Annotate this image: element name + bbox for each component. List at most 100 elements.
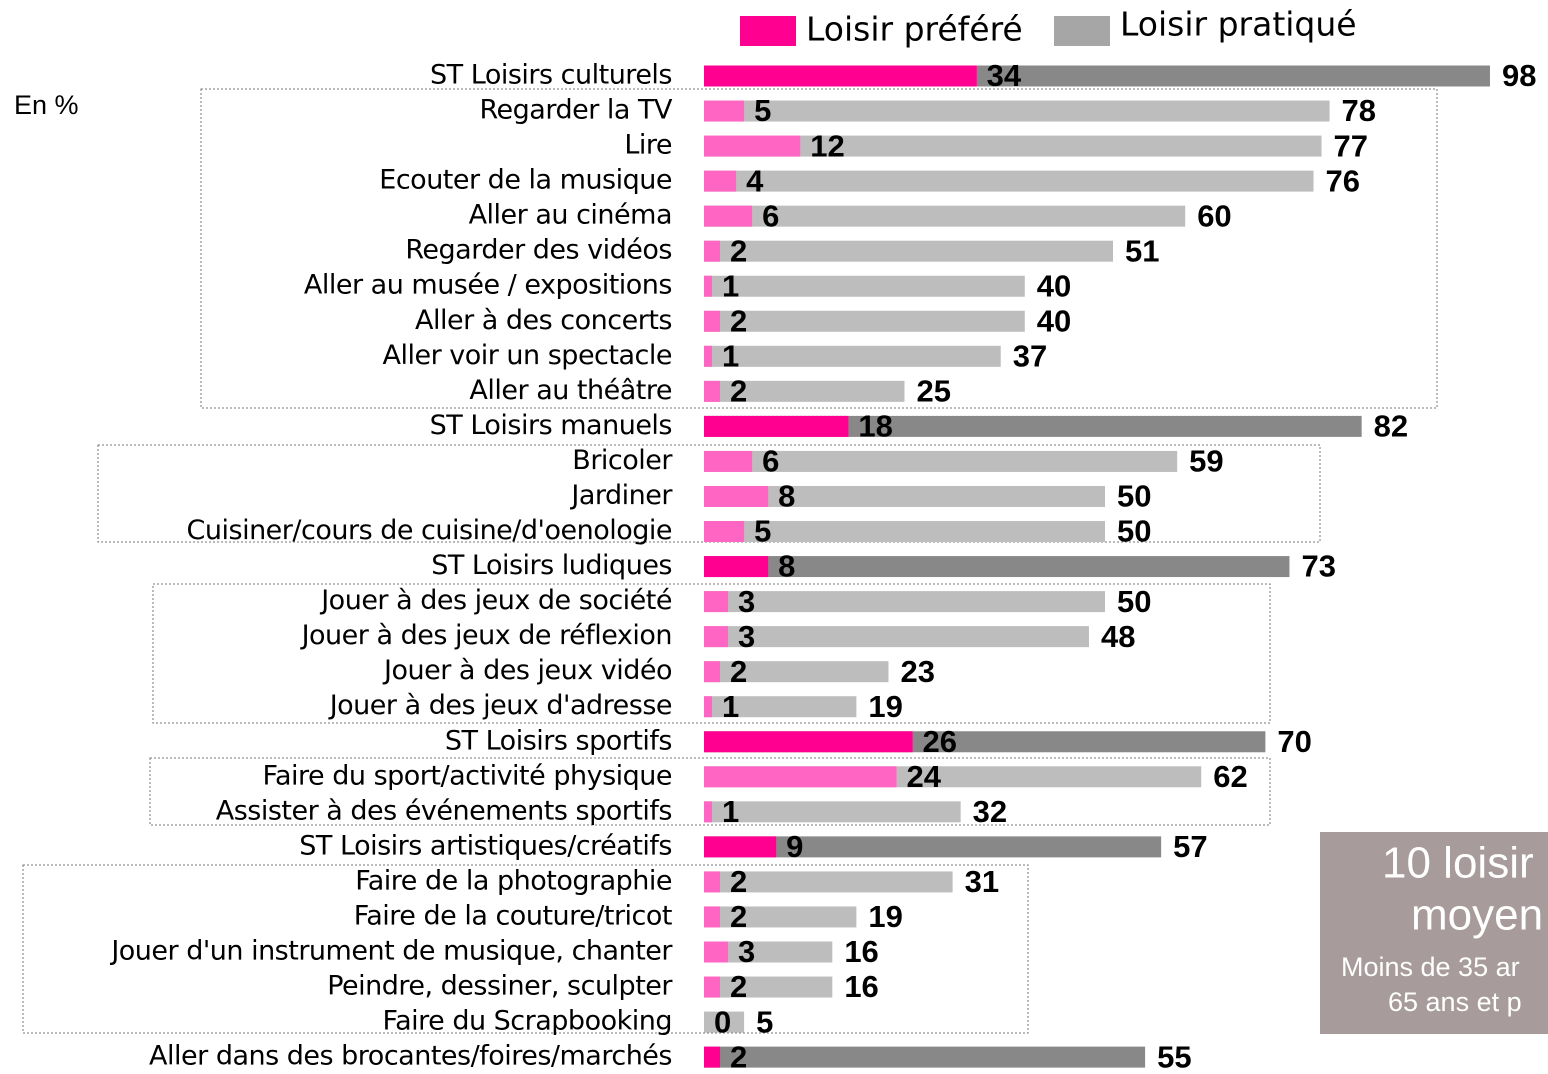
value-label: 59 [1189,444,1223,479]
category-label: Aller au théâtre [469,375,672,406]
category-label: Aller dans des brocantes/foires/marchés [149,1041,672,1072]
bar-practiced [704,101,1330,122]
category-label: Aller voir un spectacle [382,340,672,371]
category-label: Regarder la TV [480,95,674,126]
category-label: Ecouter de la musique [379,165,672,196]
bar-preferred [704,311,720,332]
value-label: 73 [1301,549,1335,584]
bar-preferred [704,241,720,262]
bar-practiced [704,276,1025,297]
category-label: Faire du Scrapbooking [383,1006,672,1037]
category-label: Faire du sport/activité physique [262,760,672,791]
bar-preferred [704,661,720,682]
value-label: 57 [1173,829,1207,864]
value-label: 2 [730,374,747,409]
bar-preferred [704,346,712,367]
value-label: 77 [1334,128,1368,163]
bar-preferred [704,486,768,507]
bar-preferred [704,942,728,963]
value-label: 26 [923,724,957,759]
value-label: 76 [1326,163,1360,198]
value-label: 55 [1157,1039,1191,1074]
bar-practiced [704,171,1314,192]
bar-practiced [704,346,1001,367]
value-label: 32 [973,794,1007,829]
info-text: Moins de 35 ar [1341,952,1520,982]
value-label: 2 [730,864,747,899]
info-text: 65 ans et p [1388,987,1522,1017]
value-label: 5 [756,1004,773,1039]
info-text: moyen [1411,891,1543,940]
value-label: 3 [738,934,755,969]
bar-preferred [704,977,720,998]
category-label: ST Loisirs ludiques [431,550,672,581]
legend-label: Loisir pratiqué [1120,5,1357,44]
value-label: 70 [1277,724,1311,759]
value-label: 19 [868,689,902,724]
value-label: 8 [778,549,795,584]
category-label: Faire de la couture/tricot [354,900,672,931]
value-label: 23 [900,654,934,689]
category-label: Aller au musée / expositions [304,270,672,301]
value-label: 0 [714,1004,731,1039]
category-label: Cuisiner/cours de cuisine/d'oenologie [187,515,672,546]
bar-preferred [704,696,712,717]
bar-practiced [704,1047,1145,1068]
value-label: 1 [722,794,739,829]
value-label: 2 [730,899,747,934]
category-label: Peindre, dessiner, sculpter [327,971,673,1002]
chart: En % Loisir préféré Loisir pratiqué ST Loi… [0,0,1548,1074]
bar-preferred [704,801,712,822]
bar-preferred [704,206,752,227]
value-label: 51 [1125,233,1159,268]
bar-preferred [704,556,768,577]
value-label: 3 [738,584,755,619]
category-label: Aller à des concerts [415,305,672,336]
bar-practiced [704,977,832,998]
bar-preferred [704,521,744,542]
value-label: 12 [810,128,844,163]
value-label: 2 [730,654,747,689]
value-label: 62 [1213,759,1247,794]
bar-preferred [704,171,736,192]
value-label: 9 [786,829,803,864]
bar-preferred [704,731,913,752]
category-label: ST Loisirs sportifs [445,725,672,756]
value-label: 4 [746,163,764,198]
value-label: 1 [722,268,739,303]
bar-practiced [704,591,1105,612]
value-label: 50 [1117,584,1151,619]
category-label: Regarder des vidéos [405,235,672,266]
value-label: 25 [917,374,951,409]
category-label: Assister à des événements sportifs [216,795,672,826]
bar-practiced [704,241,1113,262]
value-label: 6 [762,444,779,479]
legend-label: Loisir préféré [806,10,1023,49]
value-label: 34 [987,58,1022,93]
category-label: Jouer à des jeux de réflexion [300,620,672,651]
bar-preferred [704,906,720,927]
bar-preferred [704,416,848,437]
bar-preferred [704,591,728,612]
value-label: 60 [1197,198,1231,233]
bar-preferred [704,766,896,787]
bar-preferred [704,276,712,297]
value-label: 98 [1502,58,1536,93]
value-label: 24 [906,759,941,794]
bar-practiced [704,311,1025,332]
category-label: Jardiner [569,480,673,511]
legend-swatch [740,16,796,46]
value-label: 2 [730,233,747,268]
bar-preferred [704,66,977,87]
category-label: Jouer à des jeux de société [319,585,672,616]
bar-preferred [704,101,744,122]
value-label: 1 [722,339,739,374]
bar-practiced [704,906,856,927]
value-label: 3 [738,619,755,654]
value-label: 2 [730,303,747,338]
bar-preferred [704,451,752,472]
category-label: Jouer à des jeux d'adresse [328,690,672,721]
bar-preferred [704,1047,720,1068]
value-label: 16 [844,969,878,1004]
unit-note: En % [14,90,79,120]
